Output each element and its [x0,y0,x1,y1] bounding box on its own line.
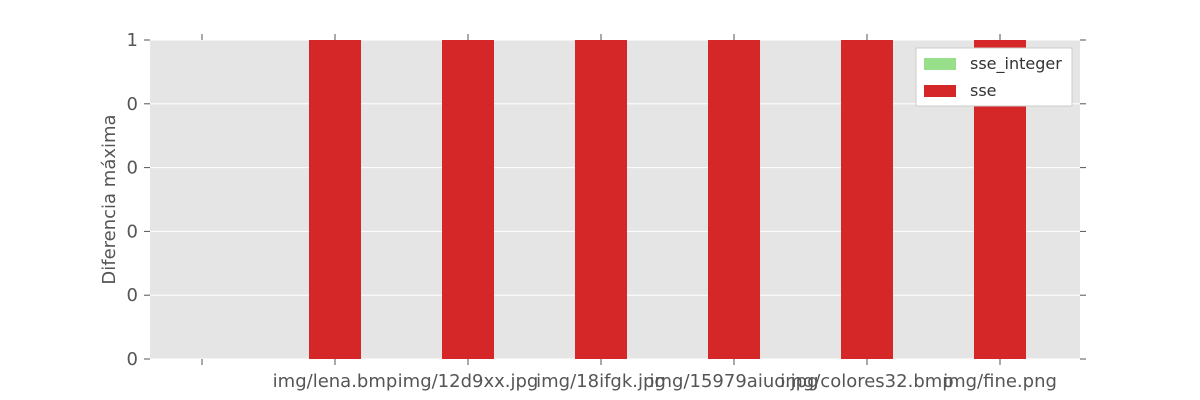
y-axis: 0 0 0 0 0 1 [127,30,1086,370]
x-tick-label: img/colores32.bmp [780,371,953,392]
y-tick-label: 0 [127,94,138,115]
bar-sse [708,40,760,359]
y-axis-label: Diferencia máxima [99,114,120,284]
bar-sse [442,40,494,359]
x-axis: img/lena.bmp img/12d9xx.jpgimg/18ifgk.jpg… [201,34,1057,392]
x-tick-label: img/12d9xx.jpg [398,371,539,392]
legend-label-sse-integer: sse_integer [970,54,1062,74]
x-tick-label: img/15979aiuo.jpg [650,371,819,392]
y-tick-label: 0 [127,349,138,370]
bar-sse [841,40,893,359]
x-tick-label: img/fine.png [943,371,1057,392]
legend-swatch-sse-integer [924,58,956,70]
bar-sse [309,40,361,359]
legend-swatch-sse [924,85,956,97]
y-tick-label: 0 [127,285,138,306]
y-tick-label: 1 [127,30,138,51]
x-tick-label: img/18ifgk.jpg [536,371,666,392]
bars [309,40,1026,359]
y-tick-label: 0 [127,221,138,242]
bar-sse [575,40,627,359]
x-tick-label: img/lena.bmp [273,371,398,392]
y-tick-label: 0 [127,158,138,179]
legend-label-sse: sse [970,81,997,100]
